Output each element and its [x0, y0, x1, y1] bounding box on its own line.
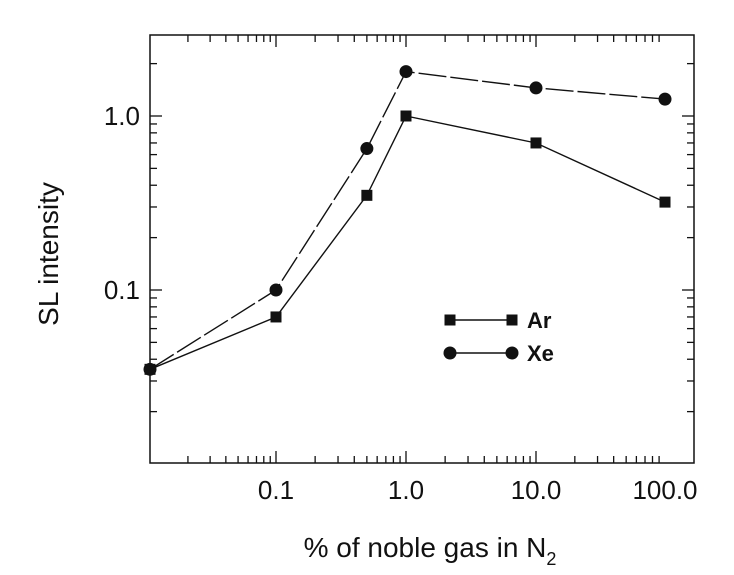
x-tick-label: 1.0 [388, 475, 424, 505]
data-point-ar [361, 189, 373, 201]
legend-label-xe: Xe [527, 341, 554, 366]
y-axis-title: SL intensity [33, 182, 64, 326]
legend-marker-xe [505, 346, 519, 360]
x-tick-labels: 0.1 1.0 10.0 100.0 [258, 475, 698, 505]
legend-marker-xe [443, 346, 457, 360]
y-tick-label: 0.1 [104, 275, 140, 305]
data-point-xe [529, 81, 543, 95]
data-point-xe [269, 283, 283, 297]
x-tick-label: 10.0 [511, 475, 562, 505]
plot-frame [149, 34, 695, 464]
axis-ticks [150, 35, 694, 463]
x-tick-label: 100.0 [632, 475, 697, 505]
data-point-xe [143, 362, 157, 376]
legend-marker-ar [444, 314, 456, 326]
data-point-xe [360, 142, 374, 156]
data-point-ar [400, 110, 412, 122]
x-axis-title-subscript: 2 [546, 549, 556, 569]
data-point-xe [399, 65, 413, 79]
x-tick-label: 0.1 [258, 475, 294, 505]
x-axis-title: % of noble gas in N2 [304, 532, 557, 569]
series-markers [143, 65, 672, 376]
series-line-xe [149, 70, 666, 370]
legend: Ar Xe [443, 308, 554, 366]
data-point-xe [658, 92, 672, 106]
y-tick-labels: 0.1 1.0 [104, 101, 140, 305]
data-point-ar [659, 196, 671, 208]
series-lines [149, 70, 666, 370]
series-line-ar [149, 115, 666, 370]
y-tick-label: 1.0 [104, 101, 140, 131]
data-point-ar [530, 137, 542, 149]
x-axis-title-main: % of noble gas in N [304, 532, 547, 563]
legend-marker-ar [506, 314, 518, 326]
data-point-ar [270, 311, 282, 323]
legend-label-ar: Ar [527, 308, 552, 333]
